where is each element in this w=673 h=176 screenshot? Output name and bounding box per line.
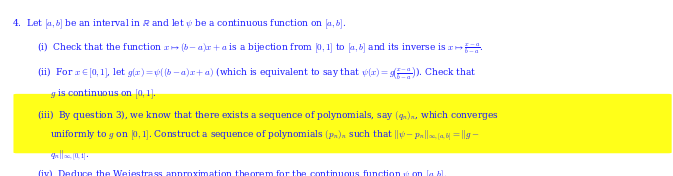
- FancyBboxPatch shape: [13, 94, 672, 153]
- Text: (iv)  Deduce the Weiestrass approximation theorem for the continuous function $\: (iv) Deduce the Weiestrass approximation…: [37, 168, 448, 176]
- Text: uniformly to $g$ on $[0,1]$. Construct a sequence of polynomials $(p_n)_n$ such : uniformly to $g$ on $[0,1]$. Construct a…: [50, 128, 480, 142]
- Text: 4.  Let $[a, b]$ be an interval in $\mathbb{R}$ and let $\psi$ be a continuous f: 4. Let $[a, b]$ be an interval in $\math…: [12, 18, 346, 31]
- Text: (iii)  By question 3), we know that there exists a sequence of polynomials, say : (iii) By question 3), we know that there…: [37, 108, 499, 122]
- Text: (ii)  For $x \in [0, 1]$, let $g(x) = \psi((b-a)x+a)$ (which is equivalent to sa: (ii) For $x \in [0, 1]$, let $g(x) = \ps…: [37, 66, 476, 82]
- Text: $g$ is continuous on $[0,1]$.: $g$ is continuous on $[0,1]$.: [50, 87, 157, 101]
- Text: (i)  Check that the function $x \mapsto (b-a)x + a$ is a bijection from $[0,1]$ : (i) Check that the function $x \mapsto (…: [37, 40, 484, 56]
- Text: $q_n\|_{\infty,[0,1]}$.: $q_n\|_{\infty,[0,1]}$.: [50, 148, 90, 162]
